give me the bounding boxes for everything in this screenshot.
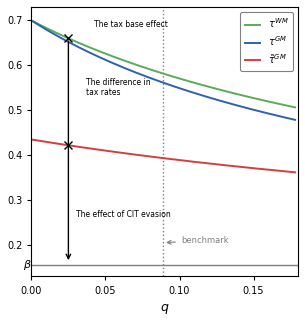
Text: benchmark: benchmark bbox=[167, 236, 229, 245]
X-axis label: q: q bbox=[161, 301, 169, 314]
Text: The tax base effect: The tax base effect bbox=[94, 20, 167, 29]
Text: β: β bbox=[23, 260, 30, 270]
Text: The difference in
tax rates: The difference in tax rates bbox=[86, 78, 151, 97]
Legend: $\tau^{WM}$, $\tau^{GM}$, $\tilde{\tau}^{GM}$: $\tau^{WM}$, $\tau^{GM}$, $\tilde{\tau}^… bbox=[240, 12, 293, 71]
Text: The effect of CIT evasion: The effect of CIT evasion bbox=[76, 210, 170, 219]
